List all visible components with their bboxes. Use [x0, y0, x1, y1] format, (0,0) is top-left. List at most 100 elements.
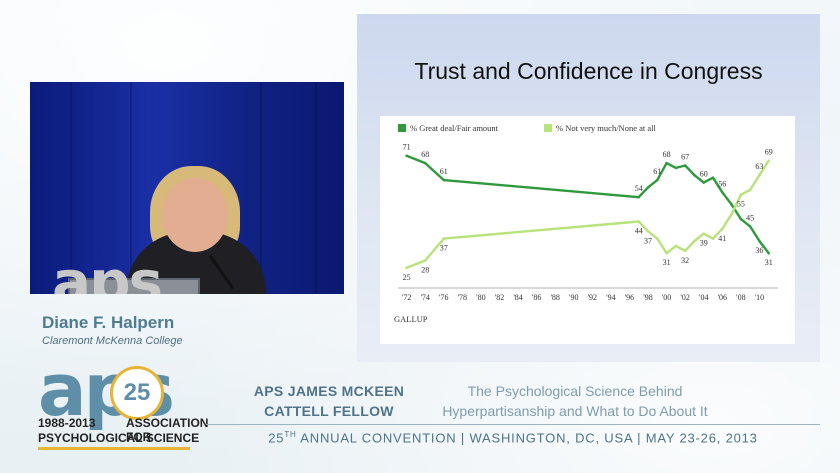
data-point — [739, 193, 743, 197]
anniversary-badge-icon: 25 — [110, 366, 164, 420]
data-label: 36 — [755, 246, 763, 255]
data-label: 45 — [746, 213, 754, 222]
convention-ordinal: 25 — [268, 430, 285, 446]
x-tick-label: '02 — [680, 293, 689, 302]
data-label: 54 — [635, 184, 643, 193]
data-label: 25 — [403, 273, 411, 282]
curtain-fold — [70, 82, 72, 294]
data-point — [730, 212, 733, 216]
x-tick-label: '98 — [643, 293, 652, 302]
legend-label: % Great deal/Fair amount — [410, 123, 499, 133]
data-point — [646, 186, 650, 189]
data-point — [720, 227, 724, 231]
data-point — [720, 190, 724, 194]
series-line — [406, 154, 770, 254]
curtain-fold — [315, 82, 317, 294]
x-tick-label: '72 — [402, 293, 411, 302]
convention-info: 25TH ANNUAL CONVENTION | WASHINGTON, DC,… — [206, 430, 820, 445]
data-point — [665, 161, 668, 165]
data-label: 44 — [635, 227, 643, 236]
data-label: 41 — [718, 234, 726, 243]
x-tick-label: '90 — [569, 293, 578, 302]
data-point — [423, 259, 427, 262]
line-chart: % Great deal/Fair amount % Not very much/… — [394, 123, 778, 324]
data-label: 69 — [765, 148, 773, 157]
fellowship-title: APS JAMES MCKEEN CATTELL FELLOW — [231, 381, 427, 421]
data-point — [683, 164, 687, 167]
data-label: 32 — [681, 256, 689, 265]
podium-logo: aps — [52, 248, 163, 294]
data-point — [711, 237, 715, 240]
data-point — [711, 176, 715, 179]
data-point — [405, 154, 408, 158]
data-point — [693, 239, 696, 243]
data-label: 28 — [421, 266, 429, 275]
talk-line2: Hyperpartisanship and What to Do About I… — [442, 403, 708, 419]
speaker-head — [162, 178, 228, 252]
data-label: 39 — [700, 239, 708, 248]
data-label: 55 — [737, 200, 745, 209]
presentation-slide: Trust and Confidence in Congress % Great… — [357, 14, 820, 362]
data-point — [758, 239, 761, 243]
curtain-fold — [260, 82, 262, 294]
data-point — [646, 229, 650, 233]
x-tick-label: '94 — [606, 293, 615, 302]
data-point — [637, 195, 641, 199]
talk-line1: The Psychological Science Behind — [467, 383, 683, 399]
data-point — [758, 173, 761, 177]
data-point — [702, 232, 706, 236]
data-label: 71 — [403, 143, 411, 152]
data-point — [702, 181, 706, 184]
speaker-name: Diane F. Halpern — [42, 313, 175, 332]
chart-panel: % Great deal/Fair amount % Not very much/… — [380, 116, 795, 344]
x-tick-label: '08 — [736, 293, 745, 302]
data-label: 37 — [644, 236, 652, 245]
data-point — [637, 220, 641, 223]
data-point — [730, 203, 733, 206]
podium-monitor — [68, 278, 200, 294]
logo-underline — [38, 447, 190, 450]
logo-years: 1988-2013 — [38, 416, 96, 430]
fellowship-line1: APS JAMES MCKEEN — [253, 383, 405, 399]
data-point — [748, 225, 752, 228]
slide-title: Trust and Confidence in Congress — [414, 58, 763, 84]
data-label: 56 — [718, 179, 726, 188]
data-point — [739, 217, 743, 221]
data-label: 63 — [755, 162, 763, 171]
data-point — [683, 249, 687, 253]
data-label: 61 — [653, 167, 661, 176]
x-tick-label: '96 — [625, 293, 634, 302]
talk-title: The Psychological Science Behind Hyperpa… — [425, 381, 725, 421]
data-point — [693, 173, 696, 177]
logo-assoc-line2: PSYCHOLOGICAL SCIENCE — [38, 431, 200, 445]
chart-source-label: GALLUP — [394, 314, 428, 324]
speaker-video: aps — [30, 82, 344, 294]
data-label: 68 — [421, 150, 429, 159]
logo-assoc-line1: ASSOCIATION FOR — [126, 416, 209, 444]
data-point — [405, 266, 408, 270]
aps-logo: aps 25 1988-2013 ASSOCIATION FOR PSYCHOL… — [38, 348, 209, 456]
data-point — [665, 251, 668, 255]
data-point — [674, 166, 678, 170]
data-point — [767, 159, 771, 162]
legend-swatch — [398, 124, 406, 132]
x-tick-label: '82 — [495, 293, 504, 302]
data-label: 60 — [700, 170, 708, 179]
x-tick-label: '80 — [476, 293, 485, 302]
data-label: 37 — [440, 244, 448, 253]
data-point — [423, 161, 427, 165]
data-label: 67 — [681, 152, 689, 161]
data-label: 31 — [663, 258, 671, 267]
data-label: 68 — [663, 150, 671, 159]
x-tick-label: '74 — [420, 293, 429, 302]
x-tick-label: '00 — [662, 293, 671, 302]
data-point — [748, 188, 752, 192]
convention-ordinal-suffix: TH — [284, 430, 297, 439]
fellowship-line2: CATTELL FELLOW — [264, 403, 394, 419]
x-tick-label: '10 — [755, 293, 764, 302]
x-tick-label: '88 — [550, 293, 559, 302]
data-label: 61 — [440, 167, 448, 176]
divider — [206, 424, 820, 425]
x-tick-label: '78 — [458, 293, 467, 302]
speaker-affiliation: Claremont McKenna College — [42, 335, 183, 347]
